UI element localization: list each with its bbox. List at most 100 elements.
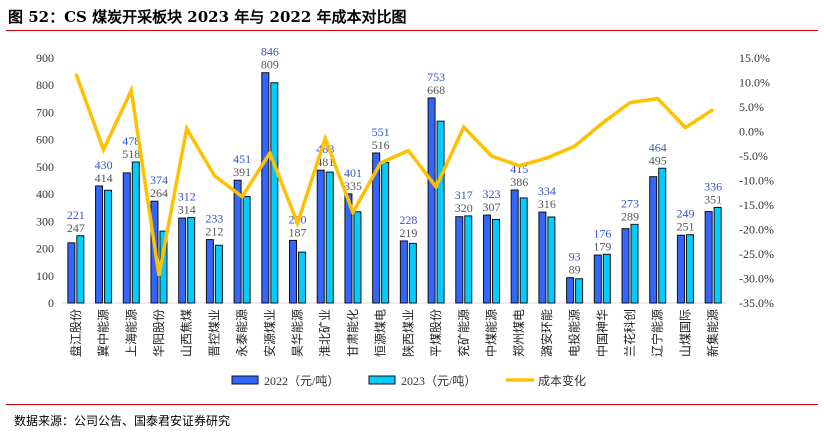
legend-swatch-0	[231, 375, 259, 385]
data-label-2023: 351	[704, 192, 722, 206]
data-label-2022: 374	[150, 173, 168, 187]
category-label: 山煤国际	[678, 309, 692, 357]
data-label-2022: 249	[676, 207, 694, 221]
left-axis-tick: 300	[36, 214, 54, 228]
bar-2023	[214, 244, 223, 304]
category-label: 山西焦煤	[180, 309, 194, 357]
bar-2023	[547, 216, 556, 304]
data-label-2022: 323	[482, 187, 500, 201]
left-axis-tick: 200	[36, 242, 54, 256]
data-label-2022: 176	[593, 226, 611, 240]
bar-2022	[205, 239, 214, 304]
bar-2023	[76, 235, 85, 304]
category-label: 兰花科创	[622, 309, 637, 357]
right-axis-tick: -30.0%	[739, 272, 774, 286]
bar-2022	[67, 242, 76, 304]
data-label-2023: 264	[150, 186, 168, 200]
bar-2022	[676, 234, 685, 304]
category-label: 安源煤业	[262, 309, 277, 357]
bar-2022	[621, 228, 630, 304]
data-label-2022: 451	[233, 152, 251, 166]
bar-2023	[242, 196, 251, 304]
left-axis-tick: 900	[36, 51, 54, 65]
bar-2023	[298, 251, 307, 304]
right-axis-tick: -25.0%	[739, 247, 774, 261]
bar-2022	[704, 211, 713, 304]
category-label: 甘肃能化	[346, 309, 360, 357]
category-label: 昊华能源	[291, 309, 305, 357]
bar-2023	[436, 120, 445, 304]
data-label-2023: 247	[67, 221, 85, 235]
data-label-2023: 219	[399, 226, 417, 240]
category-label: 中煤能源	[483, 309, 498, 357]
bar-2023	[713, 206, 722, 304]
bar-2022	[455, 216, 464, 304]
data-label-2022: 846	[261, 45, 279, 59]
category-label: 中国神华	[594, 309, 609, 357]
category-label: 电投能源	[567, 309, 582, 357]
data-label-2023: 391	[233, 165, 251, 179]
bar-2023	[602, 253, 611, 304]
data-label-2022: 401	[344, 166, 362, 180]
bar-2022	[372, 152, 381, 304]
data-label-2022: 478	[122, 134, 140, 148]
right-axis-tick: -10.0%	[739, 174, 774, 188]
data-label-2022: 430	[95, 158, 113, 172]
source-note: 数据来源：公司公告、国泰君安证券研究	[14, 414, 231, 428]
data-label-2023: 668	[427, 83, 445, 97]
right-axis-tick: 5.0%	[739, 100, 764, 114]
right-axis-tick: -20.0%	[739, 223, 774, 237]
data-label-2023: 179	[593, 239, 611, 253]
bar-2022	[122, 172, 131, 304]
data-label-2023: 335	[344, 179, 362, 193]
bar-2022	[399, 240, 408, 304]
bar-2023	[491, 218, 500, 304]
bar-2023	[187, 217, 196, 304]
data-label-2023: 212	[205, 225, 223, 239]
data-label-2023: 386	[510, 175, 528, 189]
bar-2023	[519, 197, 528, 304]
category-label: 陕西煤业	[400, 309, 415, 357]
category-label: 永泰能源	[235, 309, 249, 357]
bar-2022	[566, 277, 575, 304]
left-axis-tick: 100	[36, 269, 54, 283]
data-label-2022: 228	[399, 213, 417, 227]
data-label-2022: 312	[178, 190, 196, 204]
bar-2023	[104, 189, 113, 304]
category-label: 晋控煤业	[207, 309, 221, 357]
legend-label: 2022（元/吨）	[264, 374, 339, 388]
data-label-2023: 320	[455, 201, 473, 215]
data-label-2022: 233	[205, 212, 223, 226]
category-label: 新集能源	[705, 309, 720, 357]
data-label-2023: 251	[676, 220, 694, 234]
data-label-2023: 289	[621, 209, 639, 223]
data-label-2023: 518	[122, 147, 140, 161]
category-label: 郑州煤电	[511, 309, 526, 357]
data-label-2023: 316	[538, 197, 556, 211]
category-label: 冀中能源	[96, 309, 111, 357]
data-label-2022: 464	[649, 140, 667, 154]
data-label-2022: 336	[704, 179, 722, 193]
bar-2022	[316, 169, 325, 304]
data-label-2022: 334	[538, 184, 556, 198]
bar-2022	[95, 185, 104, 304]
right-axis-tick: -5.0%	[739, 149, 768, 163]
bar-2022	[344, 193, 353, 304]
bar-2023	[270, 82, 279, 304]
bar-2023	[131, 161, 140, 304]
data-label-2023: 89	[569, 263, 581, 277]
left-axis-tick: 800	[36, 78, 54, 92]
bar-2022	[649, 176, 658, 304]
data-label-2022: 317	[455, 188, 473, 202]
data-label-2022: 221	[67, 208, 85, 222]
category-label: 盘江股份	[68, 309, 83, 357]
left-axis-tick: 500	[36, 160, 54, 174]
right-axis-tick: 10.0%	[739, 76, 770, 90]
data-label-2023: 314	[178, 203, 196, 217]
bar-2022	[261, 72, 270, 304]
legend-label: 2023（元/吨）	[401, 374, 476, 388]
category-label: 华阳股份	[152, 309, 166, 357]
bar-2023	[464, 215, 473, 304]
bar-2022	[427, 97, 436, 304]
